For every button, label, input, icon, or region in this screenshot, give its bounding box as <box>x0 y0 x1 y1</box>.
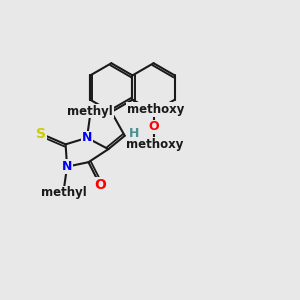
Text: N: N <box>62 160 72 173</box>
Text: O: O <box>94 178 106 192</box>
Text: S: S <box>36 127 46 141</box>
Text: O: O <box>140 101 151 114</box>
Text: methyl: methyl <box>41 186 87 199</box>
Text: methoxy: methoxy <box>126 138 184 151</box>
Text: methyl: methyl <box>67 105 113 118</box>
Text: H: H <box>129 127 140 140</box>
Text: N: N <box>82 131 92 144</box>
Text: O: O <box>148 120 159 133</box>
Text: methoxy: methoxy <box>127 103 184 116</box>
